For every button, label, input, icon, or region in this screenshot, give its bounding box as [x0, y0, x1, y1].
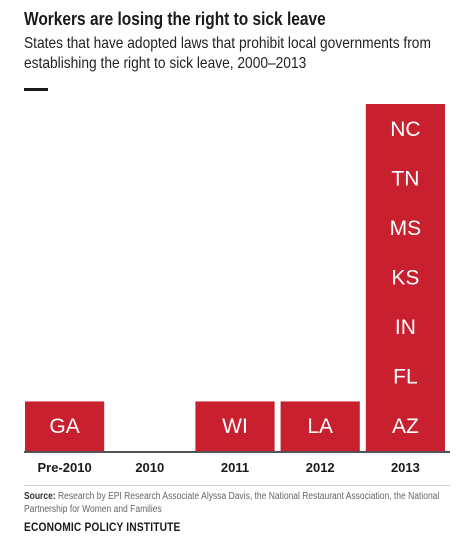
source-text: Research by EPI Research Associate Alyss… — [24, 491, 440, 515]
state-label-ms: MS — [390, 217, 422, 240]
x-tick-label-pre-2010: Pre-2010 — [37, 460, 91, 475]
bar-2011 — [195, 401, 275, 451]
x-tick-label-2013: 2013 — [391, 460, 420, 475]
state-label-wi: WI — [222, 415, 248, 438]
x-axis-tick-labels: Pre-2010 2010 2011 2012 2013 — [37, 460, 419, 475]
state-label-fl: FL — [393, 366, 418, 389]
x-tick-label-2011: 2011 — [221, 460, 249, 475]
source-note: Source: Research by EPI Research Associa… — [24, 490, 449, 516]
chart-subtitle: States that have adopted laws that prohi… — [24, 35, 431, 72]
chart-title: Workers are losing the right to sick lea… — [24, 9, 326, 29]
x-tick-label-2010: 2010 — [135, 460, 164, 475]
state-label-in: IN — [395, 316, 416, 339]
state-label-ks: KS — [391, 267, 419, 290]
chart-bars: GA WI LA AZ FL IN KS MS TN NC — [25, 104, 445, 451]
state-label-ga: GA — [49, 415, 79, 438]
x-tick-label-2012: 2012 — [306, 460, 335, 475]
bar-2012 — [280, 401, 360, 451]
organization-name: ECONOMIC POLICY INSTITUTE — [24, 520, 181, 534]
bar-pre-2010 — [25, 401, 105, 451]
state-label-az: AZ — [392, 415, 419, 438]
state-label-nc: NC — [390, 118, 420, 141]
state-label-tn: TN — [391, 167, 419, 190]
title-rule — [24, 88, 48, 91]
source-label: Source: — [24, 491, 56, 502]
bar-2013 — [365, 104, 445, 451]
bar-chart: GA WI LA AZ FL IN KS MS TN NC Pre-2010 2010 2011 201… — [24, 104, 450, 475]
state-label-la: LA — [307, 415, 333, 438]
footer-divider — [24, 485, 450, 486]
